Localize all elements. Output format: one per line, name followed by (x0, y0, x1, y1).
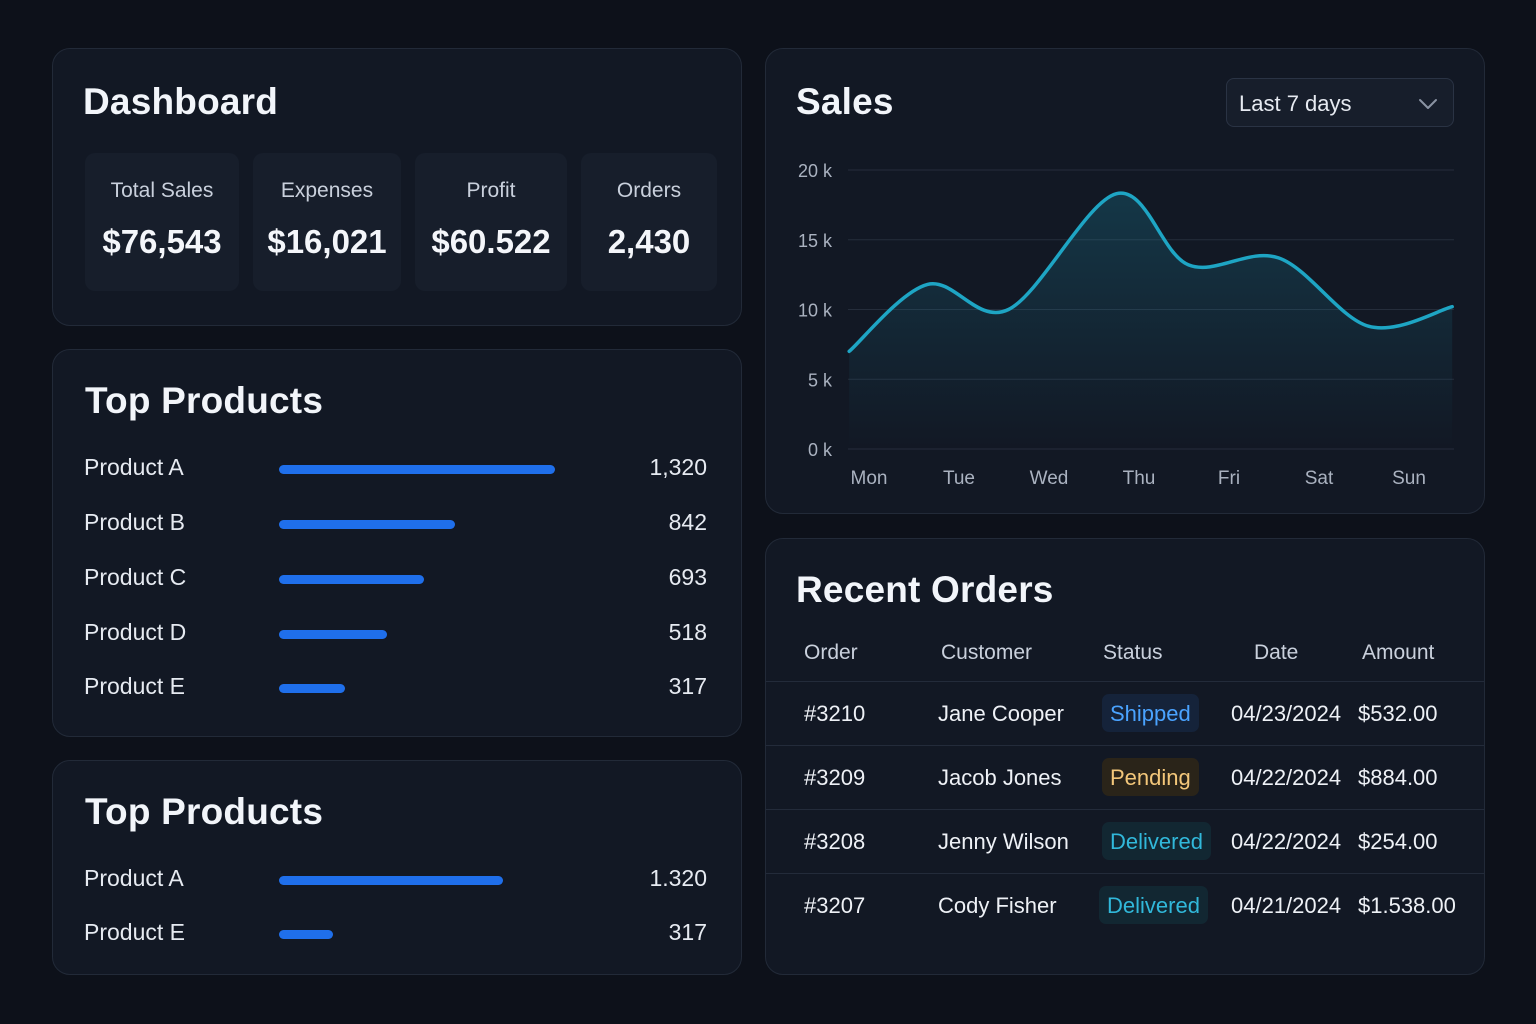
product-row[interactable]: Product E 317 (53, 667, 741, 707)
product-name: Product D (84, 619, 187, 645)
product-name: Product E (84, 673, 185, 699)
column-header-order[interactable]: Order (804, 641, 858, 664)
product-bar (279, 465, 555, 474)
range-select[interactable]: Last 7 days (1226, 78, 1454, 127)
column-header-customer[interactable]: Customer (941, 641, 1033, 664)
y-tick-label: 10 k (798, 301, 833, 321)
customer-cell: Cody Fisher (938, 893, 1057, 918)
range-select-value: Last 7 days (1239, 91, 1352, 116)
product-value: 518 (668, 619, 707, 645)
table-row[interactable]: #3210 Jane Cooper 04/23/2024 $532.00 Shipped (766, 681, 1484, 745)
sales-title: Sales (796, 81, 894, 122)
customer-cell: Jane Cooper (938, 701, 1064, 726)
y-tick-label: 20 k (798, 161, 833, 181)
kpi-label: Orders (616, 179, 682, 202)
order-id-cell: #3210 (804, 701, 866, 726)
product-value: 842 (668, 509, 707, 535)
top-products-card: Top Products Product A 1,320 Product B 8… (52, 349, 742, 737)
product-name: Product E (84, 919, 185, 945)
date-cell: 04/22/2024 (1231, 829, 1342, 854)
y-tick-label: 0 k (808, 440, 833, 460)
order-id-cell: #3207 (804, 893, 866, 918)
kpi-label: Profit (466, 179, 516, 202)
product-bar (279, 876, 503, 885)
table-row[interactable]: #3208 Jenny Wilson 04/22/2024 $254.00 Delive… (766, 809, 1484, 873)
amount-cell: $884.00 (1358, 765, 1438, 790)
date-cell: 04/21/2024 (1231, 893, 1342, 918)
recent-orders-title: Recent Orders (796, 569, 1054, 610)
x-tick-label: Sun (1392, 468, 1426, 489)
kpi-orders[interactable]: Orders 2,430 (581, 153, 717, 291)
sales-chart: 0 k 5 k 10 k 15 k 20 k Mon Tue Wed Thu Fri Sat Sun (798, 161, 1454, 489)
product-name: Product B (84, 509, 185, 535)
product-name: Product A (84, 454, 184, 480)
status-badge: Shipped (1102, 694, 1199, 732)
x-tick-label: Sat (1305, 468, 1334, 489)
product-row[interactable]: Product B 842 (53, 503, 741, 543)
product-value: 1,320 (649, 454, 707, 480)
sales-area-fill (849, 193, 1453, 449)
product-row[interactable]: Product E 317 (53, 913, 741, 953)
kpi-value: 2,430 (607, 223, 691, 260)
dashboard-card: Dashboard Total Sales $76,543 Expenses $… (52, 48, 742, 326)
column-header-amount[interactable]: Amount (1362, 641, 1435, 664)
column-header-date[interactable]: Date (1254, 641, 1299, 664)
kpi-profit[interactable]: Profit $60.522 (415, 153, 567, 291)
date-cell: 04/23/2024 (1231, 701, 1342, 726)
x-tick-label: Thu (1123, 468, 1156, 489)
y-tick-label: 5 k (808, 370, 833, 390)
kpi-expenses[interactable]: Expenses $16,021 (253, 153, 401, 291)
column-header-status[interactable]: Status (1103, 641, 1163, 664)
top-products-card-2: Top Products Product A 1.320 Product E 3… (52, 760, 742, 975)
kpi-value: $76,543 (102, 223, 222, 260)
customer-cell: Jenny Wilson (938, 829, 1069, 854)
x-tick-label: Wed (1030, 468, 1069, 489)
product-bar (279, 930, 333, 939)
product-bar (279, 684, 345, 693)
order-id-cell: #3209 (804, 765, 866, 790)
product-row[interactable]: Product C 693 (53, 558, 741, 598)
sales-card: Sales Last 7 days 0 k 5 k 10 k 15 k 20 k Mon T… (765, 48, 1485, 514)
order-id-cell: #3208 (804, 829, 866, 854)
x-tick-label: Tue (943, 468, 975, 489)
sales-series-line[interactable] (847, 191, 1454, 354)
status-badge: Delivered (1102, 822, 1211, 860)
product-bar (279, 630, 387, 639)
recent-orders-card: Recent Orders Order Customer Status Date… (765, 538, 1485, 975)
amount-cell: $254.00 (1358, 829, 1438, 854)
top-products-title: Top Products (85, 791, 324, 832)
table-row[interactable]: #3209 Jacob Jones 04/22/2024 $884.00 Pending (766, 745, 1484, 809)
status-badge: Delivered (1099, 886, 1208, 924)
x-tick-label: Mon (851, 468, 888, 489)
chevron-down-icon (1419, 99, 1437, 109)
kpi-label: Expenses (280, 179, 374, 202)
amount-cell: $532.00 (1358, 701, 1438, 726)
x-tick-label: Fri (1218, 468, 1240, 489)
product-row[interactable]: Product A 1,320 (53, 448, 741, 488)
product-value: 693 (668, 564, 707, 590)
kpi-value: $16,021 (267, 223, 387, 260)
top-products-title: Top Products (85, 380, 324, 421)
product-bar (279, 520, 455, 529)
product-value: 317 (668, 673, 707, 699)
product-bar (279, 575, 424, 584)
kpi-value: $60.522 (431, 223, 551, 260)
product-row[interactable]: Product D 518 (53, 613, 741, 653)
dashboard-title: Dashboard (83, 81, 279, 122)
amount-cell: $1.538.00 (1358, 893, 1456, 918)
product-row[interactable]: Product A 1.320 (53, 859, 741, 899)
kpi-label: Total Sales (110, 179, 214, 202)
product-value: 317 (668, 919, 707, 945)
status-badge: Pending (1102, 758, 1199, 796)
product-value: 1.320 (649, 865, 707, 891)
y-tick-label: 15 k (798, 231, 833, 251)
product-name: Product A (84, 865, 184, 891)
table-row[interactable]: #3207 Cody Fisher 04/21/2024 $1.538.00 Deliv… (766, 873, 1484, 937)
date-cell: 04/22/2024 (1231, 765, 1342, 790)
kpi-total-sales[interactable]: Total Sales $76,543 (85, 153, 239, 291)
customer-cell: Jacob Jones (938, 765, 1062, 790)
product-name: Product C (84, 564, 187, 590)
